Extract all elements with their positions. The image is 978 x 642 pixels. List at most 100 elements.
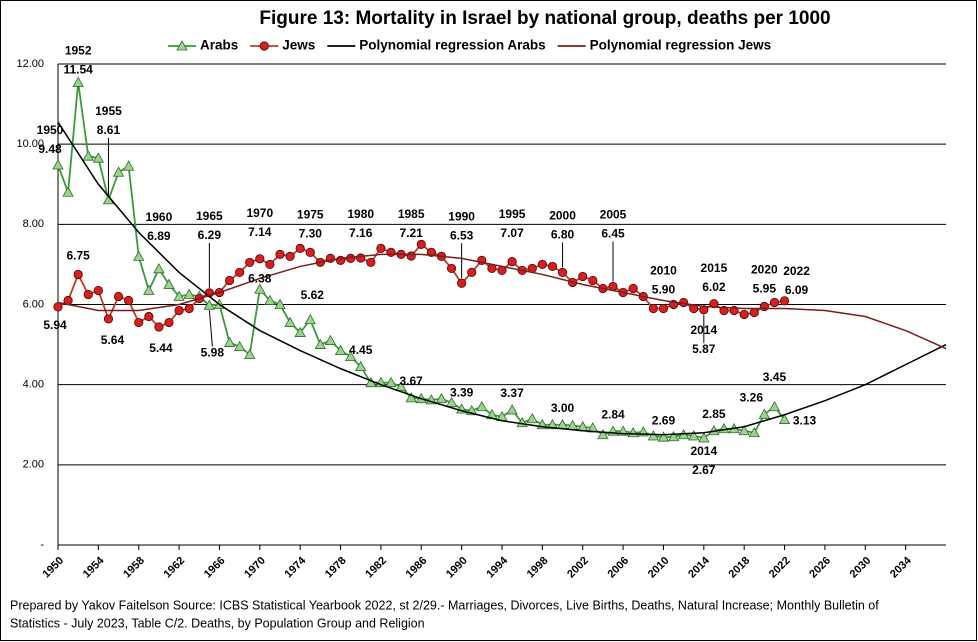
series-line bbox=[57, 253, 947, 350]
point bbox=[93, 285, 103, 296]
point bbox=[547, 261, 558, 272]
data-label: 3.67 bbox=[400, 374, 424, 388]
point bbox=[738, 424, 750, 436]
point bbox=[658, 303, 669, 314]
data-label: 11.54 bbox=[63, 63, 93, 77]
point bbox=[183, 288, 195, 299]
data-label: 3.13 bbox=[793, 414, 817, 428]
point bbox=[113, 291, 124, 302]
year-label: 1970 bbox=[246, 206, 273, 220]
point bbox=[73, 269, 83, 280]
data-label: 6.80 bbox=[551, 228, 575, 242]
point bbox=[356, 253, 366, 263]
data-label: 5.62 bbox=[301, 288, 325, 302]
year-label: 1995 bbox=[499, 207, 526, 221]
point bbox=[688, 430, 700, 441]
point bbox=[588, 275, 598, 286]
footnote: Prepared by Yakov Faitelson Source: ICBS… bbox=[10, 598, 879, 612]
year-label: 1975 bbox=[297, 208, 324, 222]
y-tick-label: 4.00 bbox=[23, 379, 44, 391]
point bbox=[779, 296, 790, 306]
point bbox=[143, 284, 155, 295]
legend-label: Polynomial regression Jews bbox=[590, 38, 772, 53]
data-label: 3.26 bbox=[740, 391, 764, 405]
year-label: 2014 bbox=[690, 444, 717, 458]
point bbox=[467, 267, 477, 278]
point bbox=[133, 250, 145, 261]
year-label: 1950 bbox=[37, 123, 64, 137]
point bbox=[395, 380, 407, 392]
data-label: 6.38 bbox=[248, 271, 272, 285]
point bbox=[103, 314, 114, 324]
point bbox=[657, 431, 670, 442]
point bbox=[435, 392, 448, 404]
point bbox=[153, 263, 165, 274]
point bbox=[72, 76, 84, 87]
footnote: Statistics - July 2023, Table C/2. Death… bbox=[10, 616, 425, 630]
data-label: 7.21 bbox=[400, 226, 424, 240]
point bbox=[406, 251, 416, 261]
year-label: 2015 bbox=[701, 261, 728, 275]
point bbox=[628, 283, 638, 294]
year-label: 1952 bbox=[65, 44, 92, 58]
data-label: 6.29 bbox=[198, 228, 222, 242]
point bbox=[235, 267, 245, 278]
year-label: 2020 bbox=[751, 263, 778, 277]
y-tick-label: 6.00 bbox=[23, 298, 44, 310]
point bbox=[758, 408, 771, 419]
point bbox=[144, 311, 154, 322]
point bbox=[112, 166, 125, 177]
point bbox=[366, 257, 376, 268]
data-label: 5.87 bbox=[692, 342, 716, 356]
point bbox=[445, 396, 458, 408]
legend-label: Arabs bbox=[200, 38, 238, 53]
point bbox=[749, 307, 759, 318]
point bbox=[304, 313, 316, 325]
point bbox=[759, 301, 769, 312]
point bbox=[355, 360, 367, 372]
year-label: 1955 bbox=[95, 104, 122, 118]
year-label: 1980 bbox=[347, 207, 374, 221]
year-label: 1985 bbox=[398, 207, 425, 221]
legend-label: Jews bbox=[282, 38, 315, 53]
point bbox=[244, 348, 256, 360]
data-label: 2.69 bbox=[652, 413, 676, 427]
point bbox=[557, 267, 568, 278]
year-label: 2010 bbox=[650, 264, 677, 278]
point bbox=[163, 278, 175, 289]
point bbox=[457, 278, 467, 288]
year-label: 2000 bbox=[549, 209, 576, 223]
data-label: 6.89 bbox=[147, 229, 171, 243]
y-tick-label: 2.00 bbox=[23, 459, 44, 471]
series-line bbox=[57, 121, 947, 436]
point bbox=[173, 290, 185, 301]
point bbox=[184, 303, 194, 314]
point bbox=[294, 326, 306, 337]
point bbox=[648, 303, 658, 314]
point bbox=[748, 426, 760, 438]
point bbox=[92, 152, 105, 163]
point bbox=[174, 305, 184, 316]
point bbox=[386, 247, 396, 257]
point bbox=[224, 275, 235, 286]
point bbox=[769, 297, 780, 308]
year-label: 2005 bbox=[600, 208, 627, 222]
point bbox=[507, 257, 517, 267]
point bbox=[768, 400, 781, 412]
point bbox=[578, 271, 588, 282]
data-label: 2.67 bbox=[692, 463, 716, 477]
data-label: 7.14 bbox=[248, 225, 272, 239]
leader-line bbox=[208, 310, 213, 347]
point bbox=[405, 392, 417, 403]
data-label: 3.45 bbox=[763, 370, 787, 384]
point bbox=[223, 336, 236, 347]
point bbox=[255, 254, 265, 264]
legend-marker bbox=[259, 41, 269, 51]
point bbox=[446, 263, 457, 274]
point bbox=[719, 305, 729, 316]
point bbox=[344, 350, 357, 362]
data-label: 2.84 bbox=[601, 407, 625, 421]
point bbox=[254, 283, 266, 294]
